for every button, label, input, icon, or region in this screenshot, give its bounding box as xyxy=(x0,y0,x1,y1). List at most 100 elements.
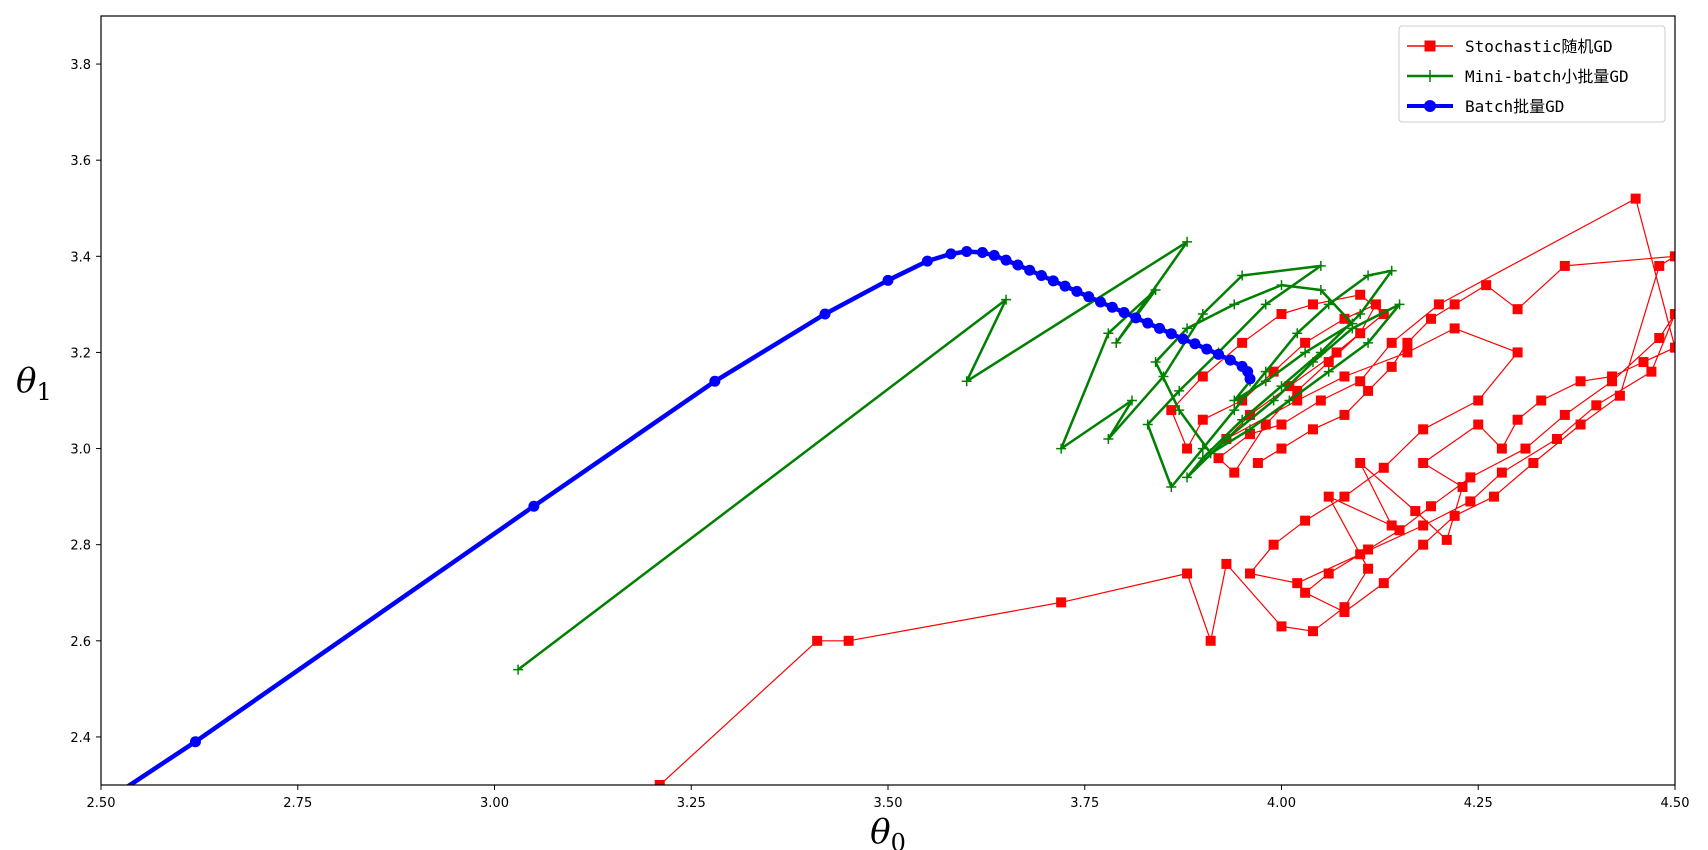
y-tick-label: 3.8 xyxy=(70,58,91,73)
x-tick-label: 2.50 xyxy=(87,796,116,811)
data-point-stochastic xyxy=(1339,313,1350,324)
data-point-stochastic xyxy=(1197,371,1208,382)
data-point-mini-batch xyxy=(1292,328,1303,339)
data-point-stochastic xyxy=(1418,539,1429,550)
data-point-stochastic xyxy=(1292,395,1303,406)
y-tick-label: 3.2 xyxy=(70,346,91,361)
data-point-mini-batch xyxy=(1386,265,1397,276)
data-point-stochastic xyxy=(1591,400,1602,411)
data-point-stochastic xyxy=(1229,467,1240,478)
data-point-mini-batch xyxy=(1229,405,1240,416)
data-point-stochastic xyxy=(1402,347,1413,358)
legend-entry-batch: Batch批量GD xyxy=(1407,97,1564,116)
data-point-stochastic xyxy=(1323,491,1334,502)
y-tick-label: 3.0 xyxy=(70,443,91,458)
data-point-mini-batch xyxy=(1300,347,1311,358)
data-point-stochastic xyxy=(1512,304,1523,315)
series-line-batch xyxy=(125,249,1253,785)
data-point-stochastic xyxy=(1638,357,1649,368)
data-point-stochastic xyxy=(1488,491,1499,502)
data-point-batch xyxy=(1154,322,1166,334)
data-point-stochastic xyxy=(1418,457,1429,468)
data-point-batch xyxy=(1094,296,1106,308)
data-point-batch xyxy=(988,249,1000,261)
data-point-stochastic xyxy=(1276,621,1287,632)
data-point-stochastic xyxy=(1426,313,1437,324)
data-point-stochastic xyxy=(1496,443,1507,454)
data-point-stochastic xyxy=(1307,299,1318,310)
data-point-stochastic xyxy=(1607,376,1618,387)
legend-label-batch: Batch批量GD xyxy=(1465,97,1564,116)
data-point-mini-batch xyxy=(1237,414,1248,425)
data-point-mini-batch xyxy=(1182,236,1193,247)
data-point-stochastic xyxy=(1363,385,1374,396)
data-point-stochastic xyxy=(1355,549,1366,560)
data-point-stochastic xyxy=(1292,385,1303,396)
legend-marker-mini-batch xyxy=(1424,70,1436,82)
data-point-stochastic xyxy=(1331,347,1342,358)
data-point-stochastic xyxy=(1307,626,1318,637)
data-point-batch xyxy=(528,500,540,512)
data-point-stochastic xyxy=(1410,506,1421,517)
data-point-stochastic xyxy=(1559,260,1570,271)
data-point-mini-batch xyxy=(1056,443,1067,454)
data-point-stochastic xyxy=(1355,328,1366,339)
data-point-stochastic xyxy=(1355,376,1366,387)
data-point-stochastic xyxy=(1213,453,1224,464)
data-point-stochastic xyxy=(1559,409,1570,420)
data-point-stochastic xyxy=(1402,337,1413,348)
data-point-mini-batch xyxy=(1205,448,1216,459)
data-point-mini-batch xyxy=(1323,299,1334,310)
x-tick-label: 4.25 xyxy=(1464,796,1493,811)
legend-marker-stochastic xyxy=(1424,40,1436,52)
data-point-batch xyxy=(945,248,957,260)
data-point-mini-batch xyxy=(1174,405,1185,416)
data-point-stochastic xyxy=(1426,501,1437,512)
data-point-stochastic xyxy=(1449,323,1460,334)
data-point-mini-batch xyxy=(1182,323,1193,334)
data-point-stochastic xyxy=(1630,193,1641,204)
data-point-stochastic xyxy=(1496,467,1507,478)
data-point-stochastic xyxy=(1245,409,1256,420)
data-point-mini-batch xyxy=(1284,395,1295,406)
data-point-stochastic xyxy=(1551,433,1562,444)
series-mini-batch xyxy=(513,236,1405,675)
data-point-mini-batch xyxy=(1174,385,1185,396)
data-point-stochastic xyxy=(1378,308,1389,319)
data-point-stochastic xyxy=(1237,337,1248,348)
data-point-stochastic xyxy=(1355,457,1366,468)
data-point-stochastic xyxy=(1386,337,1397,348)
data-point-stochastic xyxy=(1473,419,1484,430)
data-point-mini-batch xyxy=(1394,299,1405,310)
data-point-mini-batch xyxy=(1315,284,1326,295)
legend-entry-stochastic: Stochastic随机GD xyxy=(1407,37,1613,56)
data-point-stochastic xyxy=(654,780,665,785)
data-point-batch xyxy=(1165,328,1177,340)
series-batch xyxy=(125,246,1256,785)
y-tick-label: 2.4 xyxy=(70,731,91,746)
data-point-stochastic xyxy=(1465,496,1476,507)
data-point-stochastic xyxy=(1355,289,1366,300)
data-point-mini-batch xyxy=(1103,328,1114,339)
data-point-stochastic xyxy=(1575,419,1586,430)
series-stochastic xyxy=(654,193,1675,785)
data-point-stochastic xyxy=(1614,390,1625,401)
legend-label-stochastic: Stochastic随机GD xyxy=(1465,37,1613,56)
x-axis: 2.50 2.75 3.00 3.25 3.50 3.75 4.00 4.25 4.50 xyxy=(87,785,1689,811)
data-point-mini-batch xyxy=(1221,433,1232,444)
data-point-stochastic xyxy=(1276,443,1287,454)
data-point-stochastic xyxy=(812,635,823,646)
data-point-mini-batch xyxy=(1323,366,1334,377)
data-point-batch xyxy=(1083,291,1095,303)
data-point-stochastic xyxy=(1315,395,1326,406)
data-point-stochastic xyxy=(1221,558,1232,569)
data-point-mini-batch xyxy=(1260,299,1271,310)
data-point-mini-batch xyxy=(1245,424,1256,435)
data-point-stochastic xyxy=(1646,366,1657,377)
data-point-stochastic xyxy=(1512,414,1523,425)
data-point-stochastic xyxy=(1182,443,1193,454)
data-point-stochastic xyxy=(1166,405,1177,416)
data-point-stochastic xyxy=(1339,491,1350,502)
x-tick-label: 3.75 xyxy=(1070,796,1099,811)
